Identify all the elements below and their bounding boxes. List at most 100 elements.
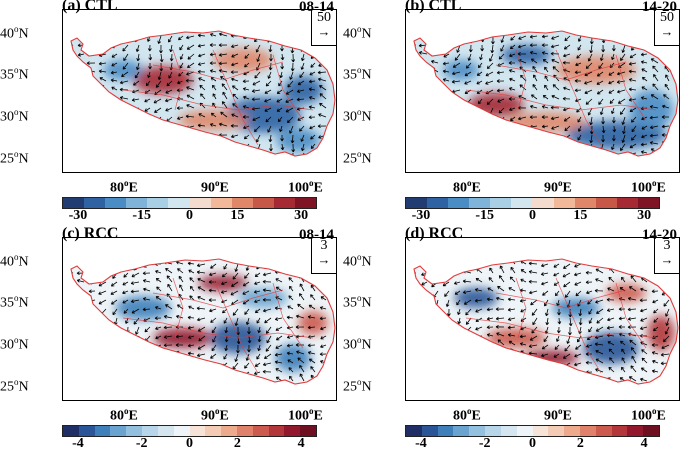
wind-vector [155,296,162,301]
wind-vector [291,53,296,63]
wind-vector [230,123,239,128]
wind-vector [186,71,195,76]
wind-vector [148,143,153,151]
wind-vector [574,371,582,376]
wind-vector [212,93,217,100]
wind-vector [453,353,461,357]
wind-vector [196,270,206,275]
wind-vector [218,151,228,156]
wind-vector [551,125,560,130]
wind-vector [414,262,417,267]
wind-vector [584,89,593,95]
wind-vector [232,272,239,280]
latitude-label: 35oN [0,293,29,311]
wind-vector [627,307,637,312]
wind-vector [77,377,85,382]
panel-time-range: 14-20 [642,227,677,243]
wind-vector [443,53,450,58]
wind-vector [98,380,107,384]
wind-vector [262,279,272,284]
wind-vector [111,62,118,67]
wind-vector [488,367,494,373]
wind-vector [421,83,428,91]
wind-vector [462,343,472,348]
wind-vector [495,324,505,329]
wind-vector [430,362,439,368]
wind-vector [288,295,294,301]
wind-vector [414,317,417,325]
wind-vector [531,308,538,316]
wind-vector [319,352,327,357]
wind-vector [531,148,538,154]
wind-vector [563,86,571,91]
wind-vector [199,84,206,91]
wind-vector [497,339,505,346]
wind-vector [131,362,140,368]
wind-vector [422,380,428,384]
wind-vector [156,376,162,382]
latitude-label: 25oN [0,149,29,167]
wind-vector [136,143,141,152]
wind-vector [622,35,626,45]
colorbar-tick-label: 0 [529,208,536,223]
wind-vector [418,115,428,120]
wind-vector [639,377,648,382]
wind-vector [598,152,604,156]
colorbar-segment [284,426,301,436]
colorbar [62,425,317,437]
anomaly-blob [298,311,328,335]
wind-vector [308,358,316,364]
wind-vector [221,299,228,304]
wind-vector [543,335,549,343]
wind-vector [454,344,461,349]
colorbar-segment [268,426,285,436]
wind-vector [155,278,162,283]
wind-vector [92,335,96,342]
wind-vector [556,335,560,342]
wind-vector [188,269,195,274]
wind-vector [507,317,516,321]
wind-vector [608,366,615,373]
wind-vector [290,152,295,156]
wind-vector [148,63,152,70]
wind-vector [630,259,637,265]
wind-vector [231,53,239,58]
wind-vector [277,116,283,123]
wind-vector [144,107,151,112]
wind-vector [663,299,670,307]
wind-vector [606,297,615,302]
wind-vector [434,335,439,344]
wind-vector [431,44,439,49]
wind-vector [528,279,538,284]
wind-vector [663,58,670,64]
wind-vector [640,52,648,57]
reference-vector-box: 50 → [654,10,679,46]
wind-vector [553,263,560,268]
wind-vector [103,344,108,354]
wind-vector [464,71,472,77]
wind-vector [418,140,428,145]
reference-arrow-icon: → [660,24,674,39]
wind-vector [78,326,85,333]
colorbar-segment [252,426,269,436]
wind-vector [86,61,96,66]
wind-vector [110,78,118,83]
wind-vector [130,299,140,304]
wind-vector [197,326,206,332]
wind-vector [265,326,272,334]
wind-vector [245,317,250,325]
wind-vector [444,116,450,122]
wind-vector [86,133,96,137]
wind-vector [660,352,670,357]
wind-vector [280,45,284,52]
wind-vector [168,71,173,79]
wind-vector [474,298,483,303]
colorbar-segment [168,198,190,208]
wind-vector [661,124,670,129]
wind-vector [487,377,494,382]
wind-vector [119,116,129,120]
wind-vector [169,53,174,62]
wind-vector [414,105,417,109]
wind-vector [112,308,118,316]
colorbar-segment [157,426,174,436]
